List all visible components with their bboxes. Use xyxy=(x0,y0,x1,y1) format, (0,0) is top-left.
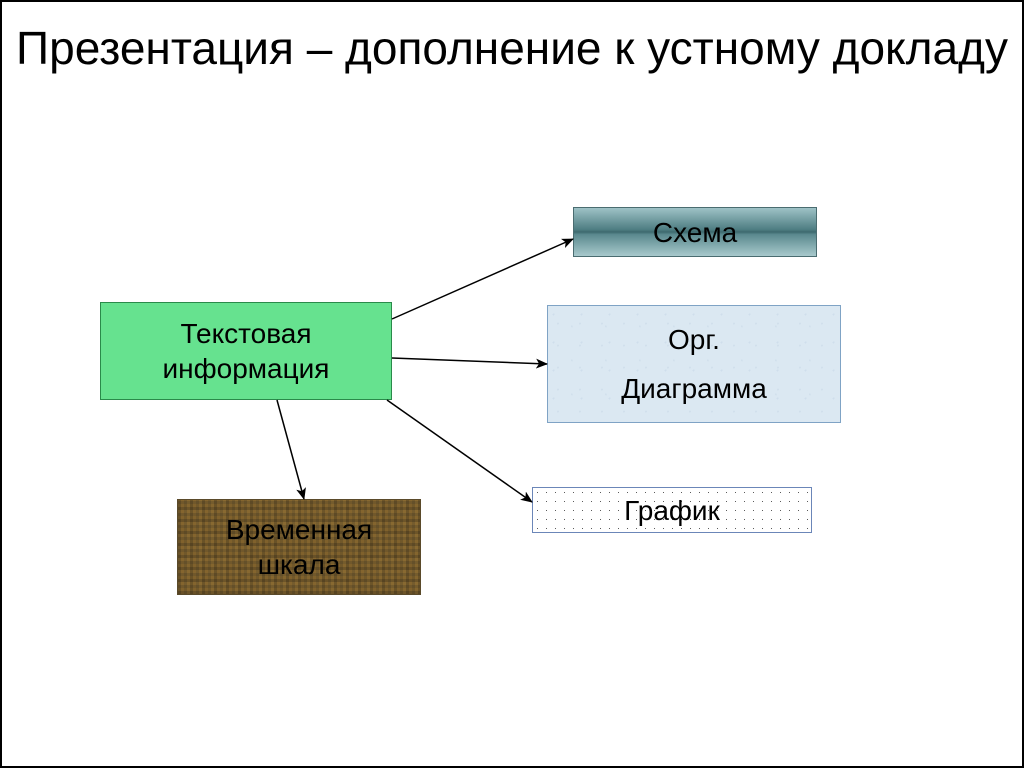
node-timeline-line2: шкала xyxy=(258,547,341,582)
node-graph: График xyxy=(532,487,812,533)
node-timeline-line1: Временная xyxy=(226,512,372,547)
node-org-line1: Орг. xyxy=(668,322,720,357)
slide-title: Презентация – дополнение к устному докла… xyxy=(2,22,1022,75)
node-org: Орг. Диаграмма xyxy=(547,305,841,423)
node-source-line1: Текстовая xyxy=(180,316,311,351)
node-schema-label: Схема xyxy=(653,215,737,250)
node-source: Текстовая информация xyxy=(100,302,392,400)
edge-source-timeline xyxy=(277,400,304,499)
node-timeline: Временная шкала xyxy=(177,499,421,595)
edge-source-org xyxy=(392,358,547,364)
node-schema: Схема xyxy=(573,207,817,257)
node-org-line2: Диаграмма xyxy=(621,371,767,406)
edge-source-schema xyxy=(392,239,573,319)
node-source-line2: информация xyxy=(163,351,330,386)
edge-source-graph xyxy=(387,400,532,502)
node-graph-label: График xyxy=(624,493,720,528)
slide: Презентация – дополнение к устному докла… xyxy=(0,0,1024,768)
